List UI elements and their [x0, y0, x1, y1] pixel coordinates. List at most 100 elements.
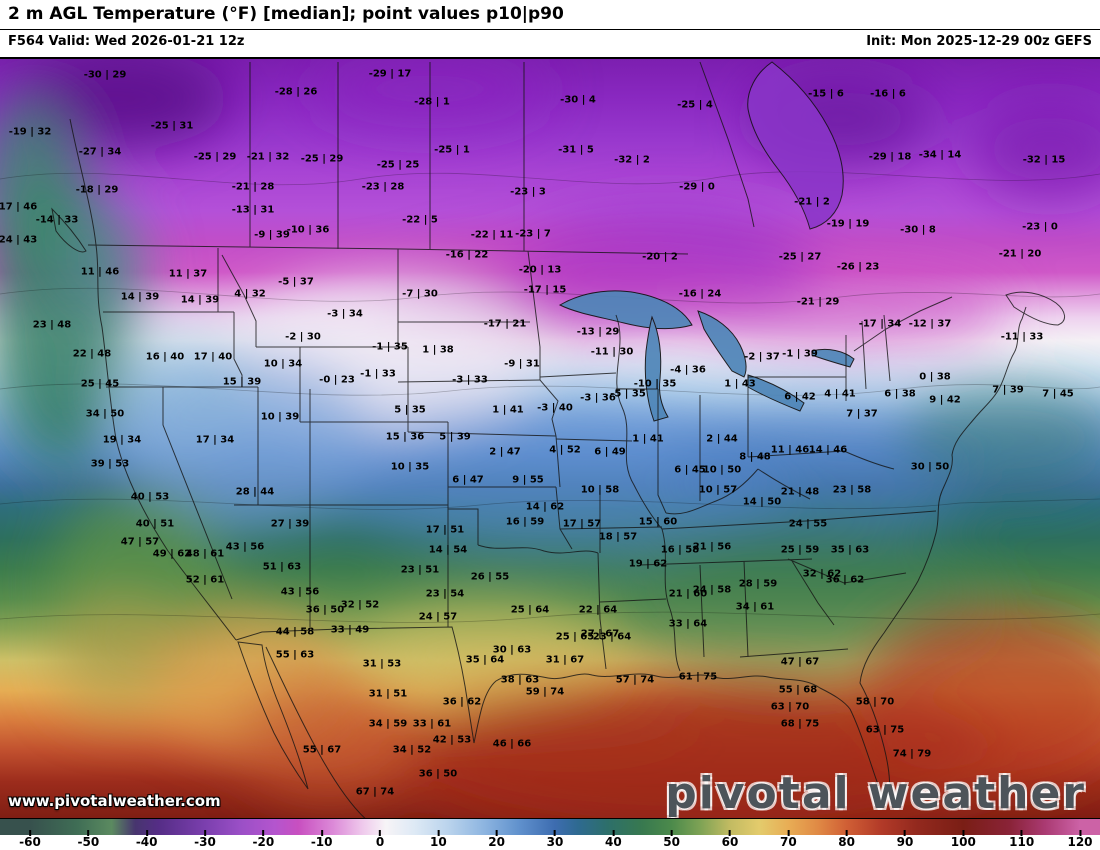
point-value-label: -16 | 22	[445, 249, 489, 261]
point-value-label: 4 | 41	[824, 388, 856, 400]
colorbar-tick: -60	[19, 830, 41, 849]
point-value-label: 6 | 47	[452, 474, 484, 486]
lake-michigan	[644, 315, 669, 422]
point-value-label: -10 | 36	[286, 224, 330, 236]
point-value-label: 39 | 53	[90, 458, 130, 470]
point-value-label: 32 | 62	[802, 568, 842, 580]
point-value-label: 1 | 41	[492, 404, 524, 416]
point-value-label: 34 | 61	[735, 601, 775, 613]
point-value-label: 22 | 48	[72, 348, 112, 360]
point-value-label: 40 | 53	[130, 491, 170, 503]
point-value-label: 1 | 43	[724, 378, 756, 390]
point-value-label: 25 | 59	[780, 544, 820, 556]
point-value-label: 46 | 66	[492, 738, 532, 750]
lake-ontario	[811, 348, 855, 368]
point-value-label: 21 | 60	[668, 588, 708, 600]
colorbar-gradient	[0, 819, 1100, 835]
point-value-label: 10 | 57	[698, 484, 738, 496]
colorbar-tick: -20	[252, 830, 274, 849]
point-value-label: -32 | 15	[1022, 154, 1066, 166]
point-value-label: -13 | 31	[231, 204, 275, 216]
point-value-label: -20 | 2	[642, 251, 678, 263]
point-value-label: 23 | 51	[400, 564, 440, 576]
point-value-label: 19 | 34	[102, 434, 142, 446]
point-value-label: 31 | 51	[368, 688, 408, 700]
point-value-label: 5 | 35	[394, 404, 426, 416]
point-value-label: -19 | 19	[826, 218, 870, 230]
lake-superior	[558, 290, 693, 330]
point-value-label: 17 | 51	[425, 524, 465, 536]
header: 2 m AGL Temperature (°F) [median]; point…	[0, 0, 1100, 57]
point-value-label: 22 | 64	[578, 604, 618, 616]
point-value-label: 11 | 46	[80, 266, 120, 278]
point-value-label: 17 | 40	[193, 351, 233, 363]
point-value-label: 9 | 55	[512, 474, 544, 486]
point-value-label: 1 | 38	[422, 344, 454, 356]
point-value-label: 24 | 58	[692, 584, 732, 596]
point-value-label: 16 | 40	[145, 351, 185, 363]
point-value-label: 6 | 49	[594, 446, 626, 458]
colorbar-tick: -50	[77, 830, 99, 849]
point-value-label: 16 | 59	[505, 516, 545, 528]
point-value-label: 1 | 41	[632, 433, 664, 445]
point-value-label: -28 | 1	[414, 96, 450, 108]
point-value-label: 17 | 34	[195, 434, 235, 446]
colorbar-tick: 0	[376, 830, 384, 849]
point-value-label: -21 | 2	[794, 196, 830, 208]
point-value-label: -13 | 29	[576, 326, 620, 338]
point-value-label: -4 | 36	[670, 364, 706, 376]
colorbar-tick: 10	[430, 830, 447, 849]
point-value-label: 6 | 38	[884, 388, 916, 400]
point-value-label: 14 | 46	[808, 444, 848, 456]
colorbar-tick: 70	[780, 830, 797, 849]
point-value-label: 15 | 36	[385, 431, 425, 443]
point-value-label: 27 | 67	[580, 628, 620, 640]
point-value-label: -25 | 25	[376, 159, 420, 171]
hudson-bay	[747, 61, 844, 230]
point-value-label: -16 | 24	[678, 288, 722, 300]
point-value-label: -29 | 0	[679, 181, 715, 193]
point-value-label: 23 | 54	[425, 588, 465, 600]
temperature-contours	[0, 171, 1100, 623]
point-value-label: 18 | 57	[598, 531, 638, 543]
point-value-label: -5 | 35	[610, 388, 646, 400]
point-value-label: 14 | 54	[428, 544, 468, 556]
point-value-label: 34 | 50	[85, 408, 125, 420]
point-value-label: 38 | 63	[500, 674, 540, 686]
point-value-label: 24 | 57	[418, 611, 458, 623]
point-value-label: 35 | 63	[830, 544, 870, 556]
point-value-label: 43 | 56	[225, 541, 265, 553]
point-value-label: 36 | 62	[825, 574, 865, 586]
point-value-label: -2 | 37	[744, 351, 780, 363]
point-value-label: 40 | 51	[135, 518, 175, 530]
colorbar-tick: 30	[547, 830, 563, 849]
point-value-label: 25 | 64	[510, 604, 550, 616]
point-value-label: 14 | 39	[120, 291, 160, 303]
point-value-label: -28 | 26	[274, 86, 318, 98]
point-value-label: 0 | 38	[919, 371, 951, 383]
point-value-label: 11 | 46	[770, 444, 810, 456]
point-value-label: 35 | 64	[465, 654, 505, 666]
point-value-label: 28 | 44	[235, 486, 275, 498]
point-value-label: 36 | 50	[418, 768, 458, 780]
point-value-label: 14 | 62	[525, 501, 565, 513]
point-value-label: 16 | 58	[660, 544, 700, 556]
point-value-label: 25 | 65	[555, 631, 595, 643]
point-value-label: 31 | 53	[362, 658, 402, 670]
point-value-label: 2 | 47	[489, 446, 521, 458]
point-value-label: -0 | 23	[319, 374, 355, 386]
point-value-label: 51 | 63	[262, 561, 302, 573]
political-borders	[51, 61, 1065, 818]
point-value-label: 14 | 50	[742, 496, 782, 508]
point-value-label: -17 | 21	[483, 318, 527, 330]
point-value-label: 10 | 50	[702, 464, 742, 476]
point-value-label: 33 | 64	[668, 618, 708, 630]
point-value-label: 25 | 45	[80, 378, 120, 390]
point-value-label: -21 | 32	[246, 151, 290, 163]
point-value-label: 4 | 52	[549, 444, 581, 456]
point-value-label: 21 | 56	[692, 541, 732, 553]
point-value-label: -1 | 39	[782, 348, 818, 360]
point-value-label: -10 | 35	[633, 378, 677, 390]
point-value-label: 47 | 67	[780, 656, 820, 668]
